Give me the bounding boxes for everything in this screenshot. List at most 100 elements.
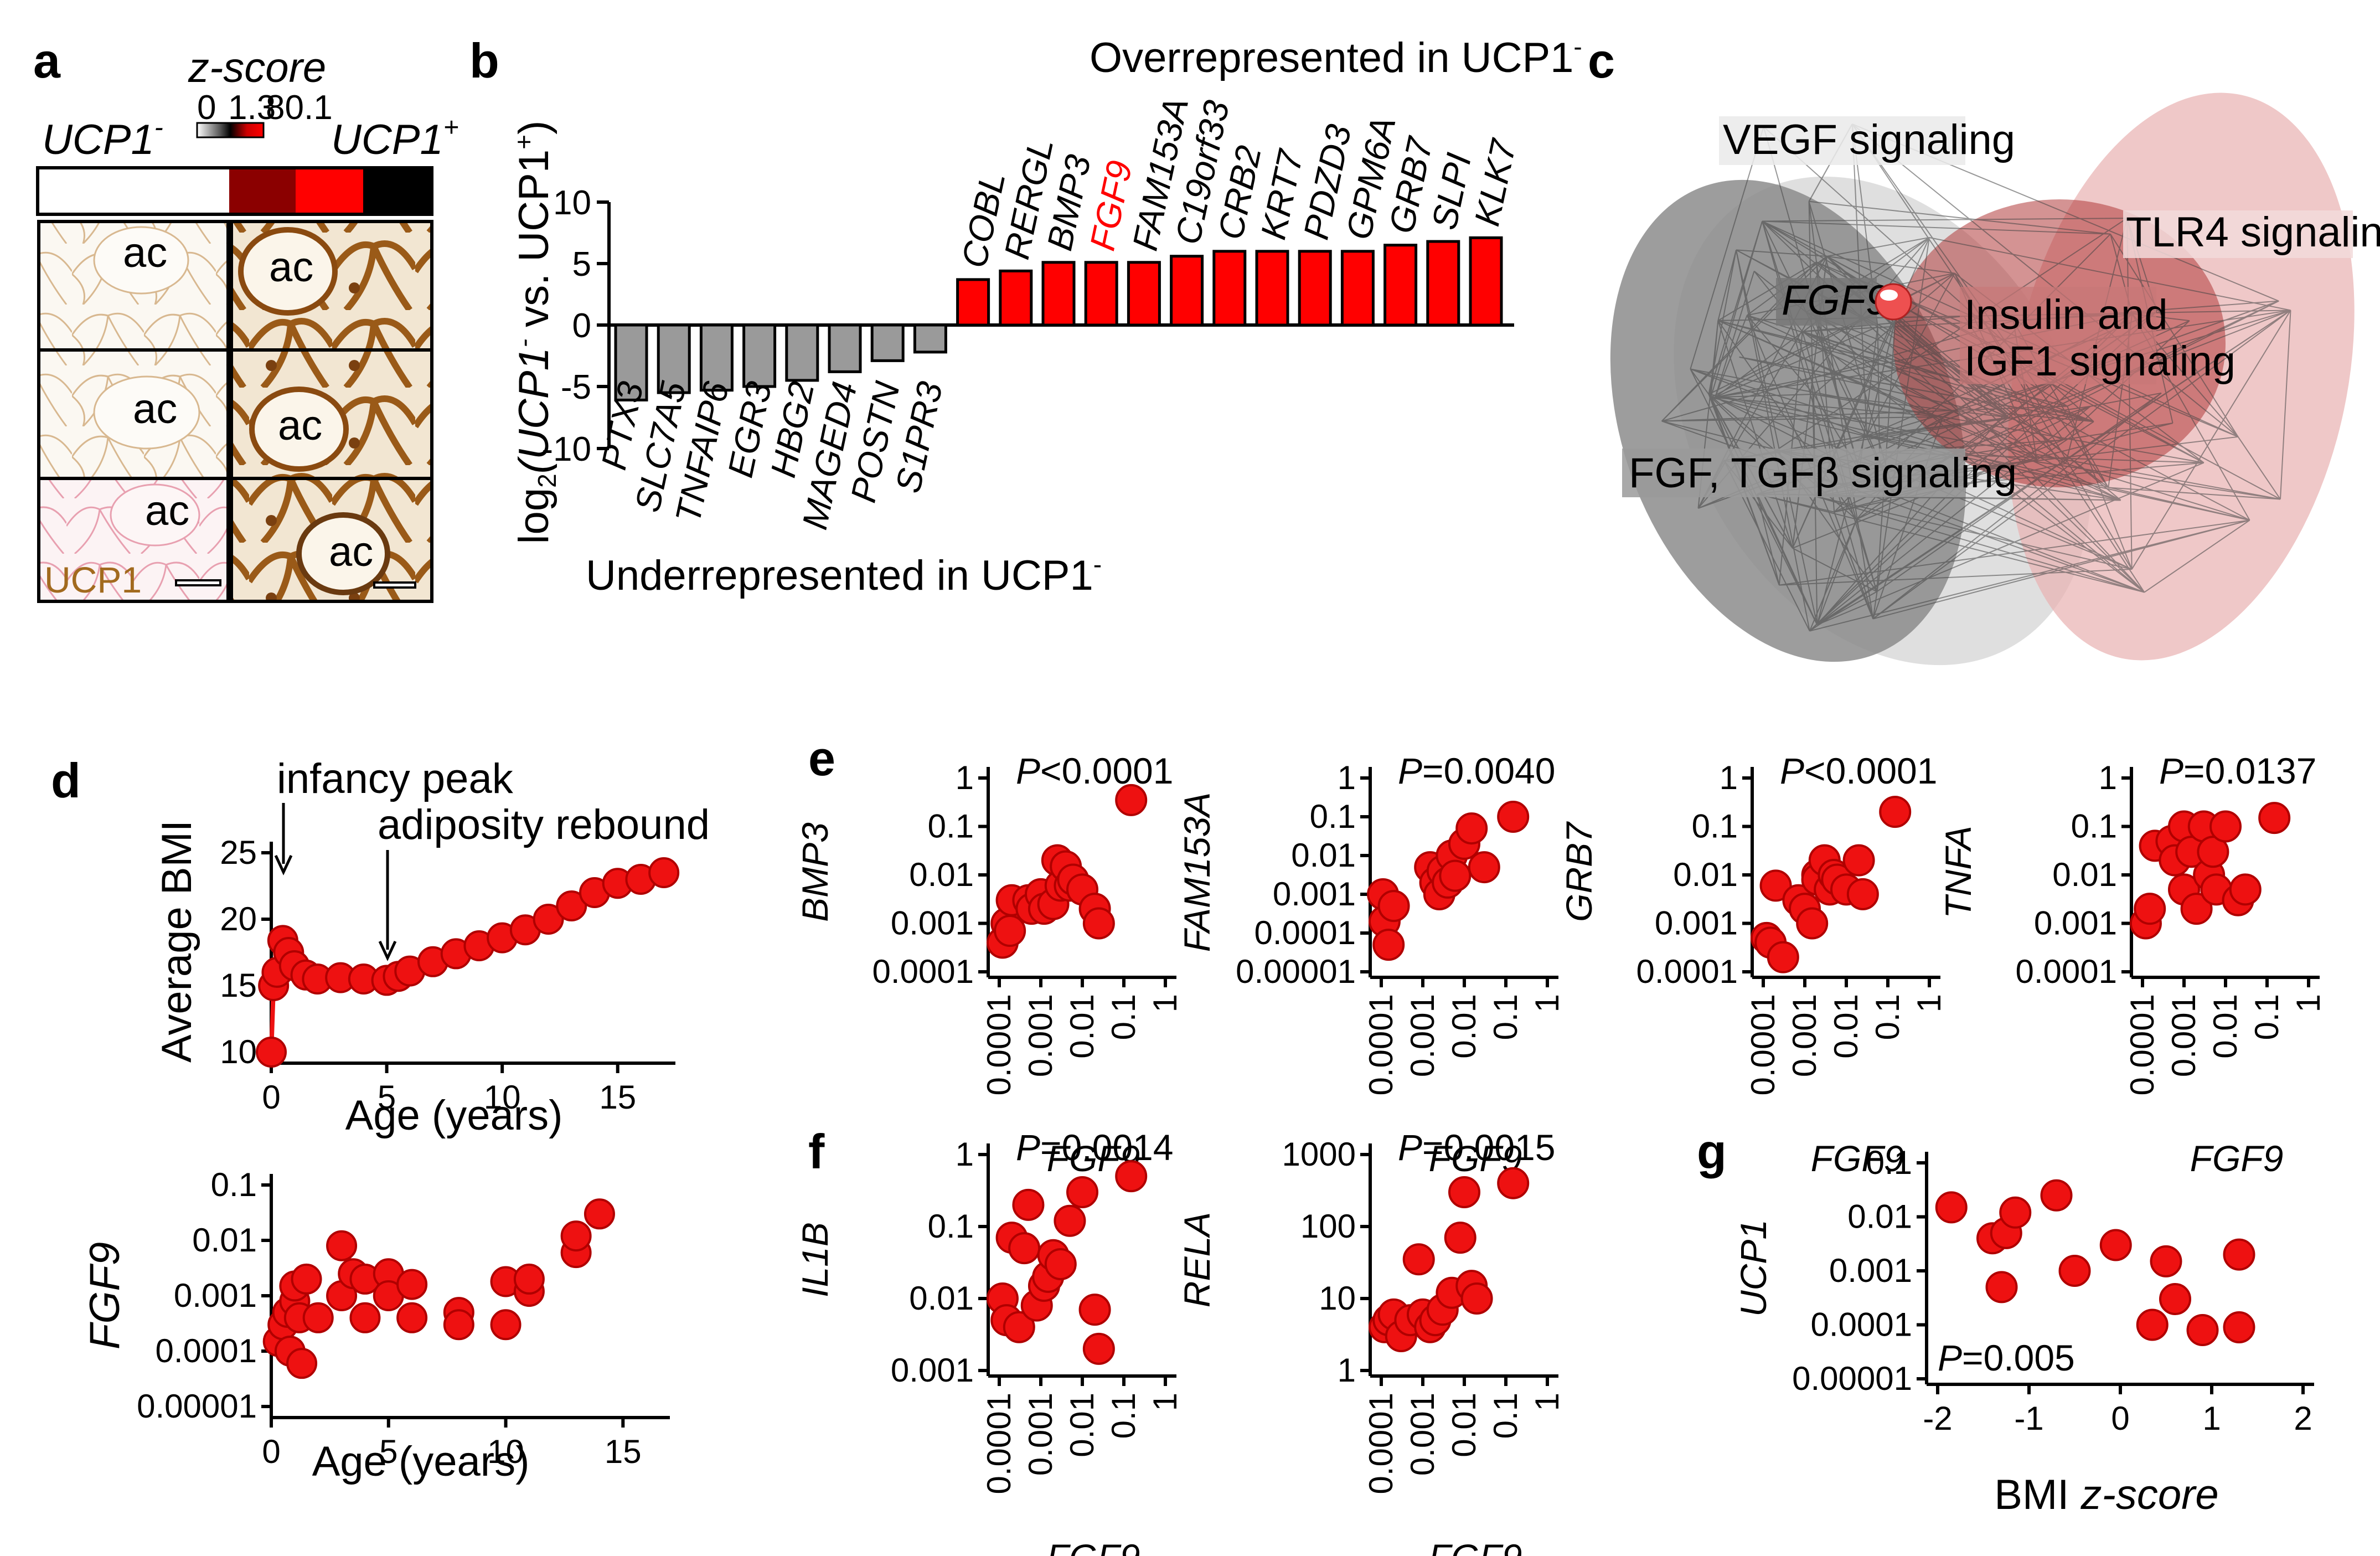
x-tick-label: -1 <box>2014 1400 2043 1437</box>
data-point <box>2136 1308 2169 1341</box>
x-tick-label: 0 <box>262 1079 280 1116</box>
y-tick-label: 0.001 <box>1655 905 1738 942</box>
network-edge <box>1876 393 2162 592</box>
data-point <box>1468 851 1500 884</box>
y-tick-label: 0.01 <box>909 856 974 893</box>
x-tick-label: 0.01 <box>1445 994 1483 1059</box>
network-edge <box>1873 519 2250 620</box>
p-value-label: P<0.0001 <box>1016 750 1173 791</box>
y-tick-label: 0.1 <box>1866 1144 1912 1181</box>
y-tick-label: 0.01 <box>192 1222 257 1259</box>
x-tick-label: 0.01 <box>1827 994 1865 1059</box>
network-edge <box>1762 218 2128 222</box>
y-tick-label: 0.00001 <box>1236 953 1356 990</box>
data-point <box>490 1309 522 1341</box>
x-tick-label: 0.1 <box>1105 1393 1142 1439</box>
data-point <box>1012 1188 1045 1221</box>
data-point <box>1377 890 1410 923</box>
data-point <box>2134 893 2166 925</box>
network-edge <box>1809 200 2111 235</box>
x-tick-label: 0.001 <box>1022 994 1059 1077</box>
network-edge <box>1779 519 2250 586</box>
y-tick-label: 0.01 <box>2052 856 2117 893</box>
network-edge <box>1808 201 1817 262</box>
network-edge <box>1762 220 2111 235</box>
x-tick-label: 1 <box>2202 1400 2221 1437</box>
c-label-insulin: Insulin and <box>1964 291 2168 338</box>
network-edge <box>1757 493 1818 625</box>
label-backdrop <box>1622 449 1965 497</box>
panel-b: b Overrepresented in UCP1- Underrepresen… <box>469 32 1582 599</box>
data-point <box>2223 1238 2255 1271</box>
data-point <box>1082 907 1115 940</box>
network-edge <box>1690 368 1943 418</box>
network-edge <box>2279 310 2291 499</box>
zscore-tick-2: 80.1 <box>266 89 333 127</box>
y-tick-label: 1 <box>2099 759 2117 796</box>
panel-b-letter: b <box>469 33 499 88</box>
network-edge <box>2144 519 2250 593</box>
data-point <box>2040 1179 2073 1212</box>
heatmap-strip <box>36 166 433 216</box>
data-point <box>1767 941 1799 973</box>
heat-cell <box>229 168 296 214</box>
data-point <box>396 1302 428 1333</box>
ac-label: ac <box>145 487 189 534</box>
x-tick-label: 0 <box>262 1433 280 1470</box>
data-point <box>1497 1167 1530 1199</box>
x-tick-label: 0.1 <box>1487 994 1524 1040</box>
ac-label: ac <box>278 402 322 449</box>
zscore-colorbar <box>196 122 265 138</box>
scale-bar <box>373 581 416 589</box>
x-tick-label: 0.0001 <box>980 1393 1018 1495</box>
label-backdrop <box>1776 278 1877 326</box>
data-point <box>648 857 680 888</box>
y-axis-label: RELA <box>1176 1212 1217 1307</box>
network-edge <box>1814 496 2132 570</box>
network-edge <box>1717 320 2121 501</box>
y-axis-label: UCP1 <box>1733 1219 1774 1317</box>
bar-crb2 <box>1212 250 1247 327</box>
network-edge <box>1866 272 1955 436</box>
p-value-label: P=0.005 <box>1938 1337 2075 1378</box>
x-tick-label: 0.001 <box>1786 994 1823 1077</box>
bar-grb7 <box>1383 244 1418 327</box>
network-edge <box>1872 237 1930 619</box>
x-tick-label: 0.1 <box>1869 994 1906 1040</box>
x-tick-label: -2 <box>1923 1400 1952 1437</box>
bar-klk7 <box>1469 236 1503 327</box>
network-edge <box>1858 326 1878 471</box>
b-bottom-title: Underrepresented in UCP1- <box>586 550 1102 599</box>
network-edge <box>2036 421 2094 461</box>
data-point <box>1082 1332 1115 1365</box>
adipocyte-outline <box>93 375 200 450</box>
data-point <box>1999 1196 2032 1229</box>
annot-arrowhead <box>378 940 397 961</box>
data-point <box>2159 1282 2191 1315</box>
x-tick-label: 0.01 <box>1063 994 1101 1059</box>
y-tick-label: 20 <box>220 900 257 937</box>
network-edge <box>1809 519 2250 632</box>
ucp1-pos-label: UCP1+ <box>331 113 459 163</box>
scatter-f2: 10001001010.00010.0010.010.11FGF9RELAP=0… <box>1176 1127 1566 1556</box>
node-highlight <box>1880 290 1898 301</box>
bar-gpm6a <box>1340 250 1375 327</box>
data-point <box>1054 1204 1086 1237</box>
x-axis-label: FGF9 <box>1811 1138 1904 1179</box>
x-tick-label: 10 <box>487 1433 524 1470</box>
y-tick-label: 0.0001 <box>155 1332 257 1369</box>
x-tick-label: 15 <box>605 1433 642 1470</box>
y-tick-label: 0.0001 <box>1636 953 1738 990</box>
network-edge <box>1736 249 1827 257</box>
b-top-title: Overrepresented in UCP1- <box>1090 32 1582 81</box>
network-edge <box>1816 591 1877 626</box>
y-tick-label: 0.00001 <box>137 1388 257 1425</box>
bar-fgf9 <box>1084 261 1118 327</box>
y-tick-label: 25 <box>220 834 257 871</box>
network-edge <box>1851 123 2064 441</box>
data-point <box>1460 1282 1493 1315</box>
network-edge <box>1776 218 2128 451</box>
network-edge <box>1806 311 2094 423</box>
data-point <box>994 915 1026 947</box>
